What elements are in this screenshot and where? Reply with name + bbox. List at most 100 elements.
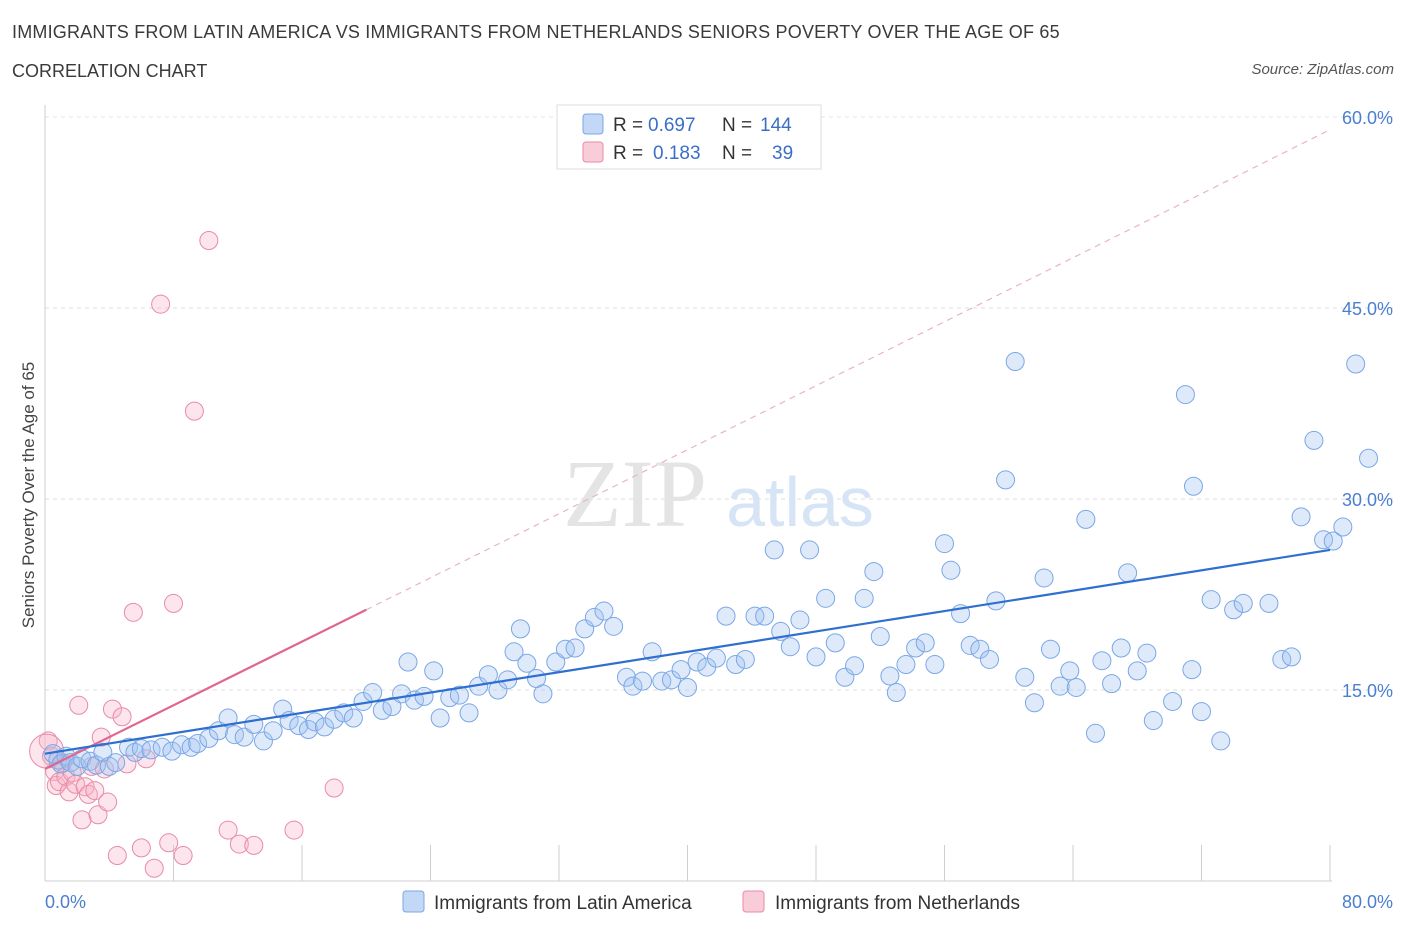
latin-america-point	[735, 649, 755, 669]
netherlands-point	[164, 593, 183, 613]
y-tick-label: 60.0%	[1342, 108, 1393, 128]
latin-america-point	[671, 660, 691, 680]
latin-america-point	[363, 683, 383, 703]
y-tick-label: 30.0%	[1342, 490, 1393, 510]
latin-america-point	[1201, 590, 1221, 610]
latin-america-point	[1076, 509, 1096, 529]
latin-america-point	[1346, 354, 1366, 374]
latin-america-point	[449, 685, 469, 705]
legend-correlation: R = 0.697 N = 144 R = 0.183 N = 39	[556, 104, 822, 170]
netherlands-point	[88, 805, 108, 825]
latin-america-point	[1192, 702, 1211, 722]
latin-america-point	[825, 633, 845, 653]
latin-america-point	[745, 606, 765, 626]
latin-america-point	[533, 684, 553, 704]
netherlands-point	[151, 294, 171, 314]
latin-america-point	[343, 708, 363, 728]
y-tick-label: 15.0%	[1342, 681, 1393, 701]
latin-america-point	[504, 642, 524, 662]
watermark: ZIP atlas	[563, 440, 874, 547]
latin-america-point	[199, 728, 219, 748]
netherlands-point	[85, 781, 105, 801]
latin-america-point	[687, 652, 707, 672]
latin-america-point	[1102, 674, 1122, 694]
netherlands-point	[107, 846, 127, 866]
latin-america-point	[1066, 677, 1086, 697]
tick-labels: 15.0% 30.0% 45.0% 60.0% 0.0% 80.0%	[45, 108, 1393, 912]
latin-america-point	[141, 740, 161, 760]
series-latin-america-points	[43, 351, 1379, 776]
latin-america-point	[372, 700, 392, 720]
latin-america-point	[131, 739, 151, 759]
latin-america-point	[414, 686, 434, 706]
latin-america-point	[996, 470, 1016, 490]
netherlands-point	[144, 858, 164, 878]
latin-america-point	[925, 655, 945, 675]
latin-america-point	[1041, 639, 1061, 659]
latin-america-point	[864, 562, 884, 582]
latin-america-point	[1127, 661, 1147, 681]
latin-america-point	[1143, 711, 1163, 731]
latin-america-point	[244, 714, 264, 734]
latin-america-point	[652, 671, 672, 691]
latin-america-point	[398, 652, 418, 672]
latin-america-point	[1024, 693, 1044, 713]
latin-america-point	[755, 606, 775, 626]
latin-america-point	[478, 665, 498, 685]
latin-america-point	[941, 560, 961, 580]
latin-america-point	[565, 638, 585, 658]
latin-america-point	[1050, 676, 1070, 696]
latin-america-point	[1259, 593, 1279, 613]
latin-america-point	[263, 721, 283, 741]
legend-swatch-netherlands	[742, 890, 765, 913]
latin-america-point	[594, 601, 614, 621]
latin-america-point	[1224, 600, 1244, 620]
y-tick-label: 45.0%	[1342, 299, 1393, 319]
latin-america-point	[234, 727, 254, 747]
latin-america-point	[678, 677, 697, 697]
latin-america-point	[816, 588, 836, 608]
latin-america-point	[1281, 647, 1301, 667]
latin-america-point	[1323, 531, 1343, 551]
latin-america-point	[314, 717, 334, 737]
netherlands-point	[218, 820, 238, 840]
netherlands-point	[98, 792, 118, 812]
latin-america-point	[162, 741, 182, 761]
latin-america-point	[1304, 430, 1324, 450]
latin-america-point	[305, 712, 325, 732]
legend-r-value-2: 0.183	[653, 143, 701, 164]
netherlands-point	[284, 820, 304, 840]
latin-america-point	[1359, 448, 1379, 468]
latin-america-point	[915, 633, 935, 653]
latin-america-point	[716, 606, 736, 626]
latin-america-point	[1333, 517, 1353, 537]
netherlands-point	[136, 749, 156, 769]
latin-america-point	[517, 653, 537, 673]
latin-america-point	[1034, 568, 1054, 588]
netherlands-point	[131, 838, 151, 858]
latin-america-point	[430, 708, 450, 728]
latin-america-point	[152, 737, 172, 757]
legend-label-latin-america: Immigrants from Latin America	[434, 893, 692, 914]
latin-america-point	[1060, 661, 1080, 681]
latin-america-point	[886, 683, 906, 703]
latin-america-point	[1137, 643, 1157, 663]
latin-america-point	[960, 635, 980, 655]
latin-america-point	[896, 655, 916, 675]
latin-america-point	[188, 733, 208, 753]
latin-america-point	[546, 652, 566, 672]
latin-america-point	[870, 627, 890, 647]
legend-r-value-1: 0.697	[648, 115, 696, 136]
legend-swatch-blue	[582, 113, 604, 135]
latin-america-point	[806, 647, 826, 667]
netherlands-point	[123, 602, 143, 622]
latin-america-point	[273, 699, 293, 719]
latin-america-point	[604, 616, 624, 636]
netherlands-point	[75, 777, 95, 797]
netherlands-point	[244, 835, 264, 855]
latin-america-point	[661, 670, 681, 690]
latin-america-point	[845, 656, 865, 676]
latin-america-point	[1015, 667, 1035, 687]
source-credit: Source: ZipAtlas.com	[1251, 61, 1394, 78]
